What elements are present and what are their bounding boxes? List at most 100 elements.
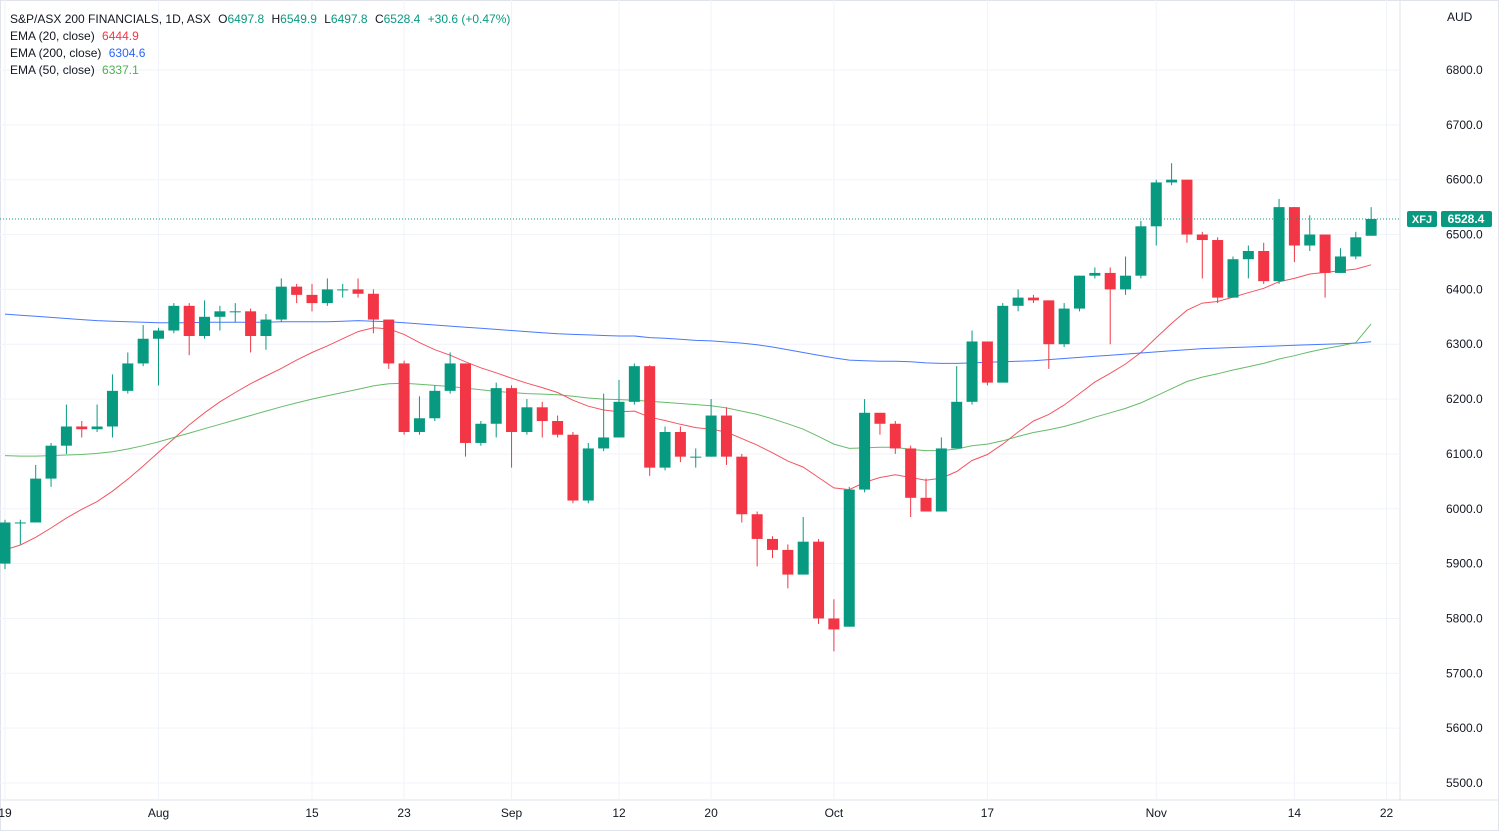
y-tick-label: 5700.0	[1446, 666, 1483, 680]
candle-body	[45, 445, 57, 479]
candle-body	[413, 418, 425, 432]
candle-body	[429, 390, 441, 419]
indicator-ema200[interactable]: EMA (200, close) 6304.6	[10, 45, 514, 62]
candle-up	[1012, 289, 1024, 312]
candle-up	[705, 399, 717, 457]
candle-body	[874, 412, 886, 424]
candle-body	[674, 431, 686, 457]
x-tick-label: Oct	[825, 806, 844, 820]
x-tick-label: Sep	[501, 806, 523, 820]
candle-body	[951, 401, 963, 449]
y-tick-label: 6700.0	[1446, 118, 1483, 132]
candle-body	[460, 363, 471, 443]
chart-legend: S&P/ASX 200 FINANCIALS, 1D, ASX O6497.8 …	[10, 11, 514, 79]
candle-body	[1212, 240, 1224, 298]
candle-up	[60, 404, 72, 454]
candle-up	[91, 404, 103, 432]
candle-down	[460, 363, 471, 457]
candle-body	[106, 390, 118, 427]
indicator-label: EMA (20, close)	[10, 29, 95, 43]
symbol-title: S&P/ASX 200 FINANCIALS, 1D, ASX	[10, 12, 211, 26]
candle-down	[644, 365, 656, 476]
candle-up	[797, 516, 809, 575]
candle-body	[751, 514, 763, 539]
candle-up	[1135, 220, 1147, 279]
candle-up	[659, 426, 671, 471]
candle-down	[1104, 267, 1116, 345]
candle-up	[106, 374, 118, 438]
candle-up	[275, 278, 287, 323]
y-tick-label: 6100.0	[1446, 447, 1483, 461]
candle-down	[76, 421, 88, 438]
candle-up	[122, 352, 134, 394]
candle-body	[30, 478, 42, 523]
candle-up	[859, 399, 871, 493]
candle-body	[367, 293, 379, 320]
candle-down	[367, 289, 379, 334]
candle-down	[183, 303, 195, 356]
x-tick-label: 14	[1288, 806, 1302, 820]
x-tick-label: 19	[0, 806, 12, 820]
candle-body	[1288, 207, 1300, 246]
candle-up	[168, 303, 180, 334]
candle-body	[260, 319, 272, 337]
ohlc-change: +30.6 (+0.47%)	[427, 12, 511, 26]
candle-body	[1227, 259, 1239, 298]
candle-up	[1227, 256, 1239, 298]
candle-up	[1166, 163, 1178, 186]
candle-body	[920, 497, 932, 512]
candle-body	[889, 423, 901, 449]
indicator-value: 6337.1	[102, 63, 139, 77]
candle-body	[444, 363, 456, 391]
candle-up	[475, 421, 487, 446]
indicator-ema50[interactable]: EMA (50, close) 6337.1	[10, 62, 514, 79]
candle-body	[1012, 297, 1024, 306]
candles	[0, 163, 1377, 652]
candle-up	[321, 278, 333, 306]
candle-body	[966, 341, 978, 402]
candle-body	[383, 319, 395, 364]
candle-down	[352, 278, 364, 298]
candle-body	[1273, 207, 1285, 282]
candle-body	[720, 415, 732, 457]
candle-body	[1150, 182, 1162, 227]
candle-down	[720, 407, 732, 465]
candle-body	[275, 286, 287, 320]
candle-body	[1120, 275, 1132, 290]
candle-down	[536, 401, 548, 438]
candle-body	[1304, 234, 1316, 246]
candle-up	[337, 283, 349, 298]
candle-down	[1181, 179, 1193, 243]
candle-body	[1319, 234, 1331, 273]
candle-body	[475, 423, 487, 443]
candle-up	[1350, 231, 1362, 260]
x-tick-label: 22	[1380, 806, 1394, 820]
candle-down	[1196, 231, 1208, 279]
candle-body	[905, 448, 917, 498]
candle-body	[828, 618, 840, 630]
candle-up	[214, 305, 226, 331]
x-tick-label: 12	[612, 806, 626, 820]
ema-lines	[4, 264, 1372, 551]
candle-up	[690, 448, 702, 468]
indicator-ema20[interactable]: EMA (20, close) 6444.9	[10, 28, 514, 45]
candle-up	[1120, 256, 1132, 295]
candle-down	[981, 341, 993, 386]
candle-body	[1258, 250, 1270, 282]
candle-body	[935, 448, 947, 512]
candle-down	[889, 421, 901, 454]
candle-body	[736, 456, 748, 515]
candle-body	[644, 366, 656, 468]
indicator-label: EMA (50, close)	[10, 63, 95, 77]
candle-body	[245, 311, 257, 337]
candle-up	[582, 442, 594, 504]
candle-down	[552, 415, 564, 438]
candle-body	[1196, 234, 1208, 241]
candle-body	[859, 412, 871, 490]
candle-up	[997, 303, 1009, 383]
candle-up	[137, 325, 149, 367]
candle-body	[122, 363, 134, 391]
candle-body	[1027, 297, 1039, 301]
